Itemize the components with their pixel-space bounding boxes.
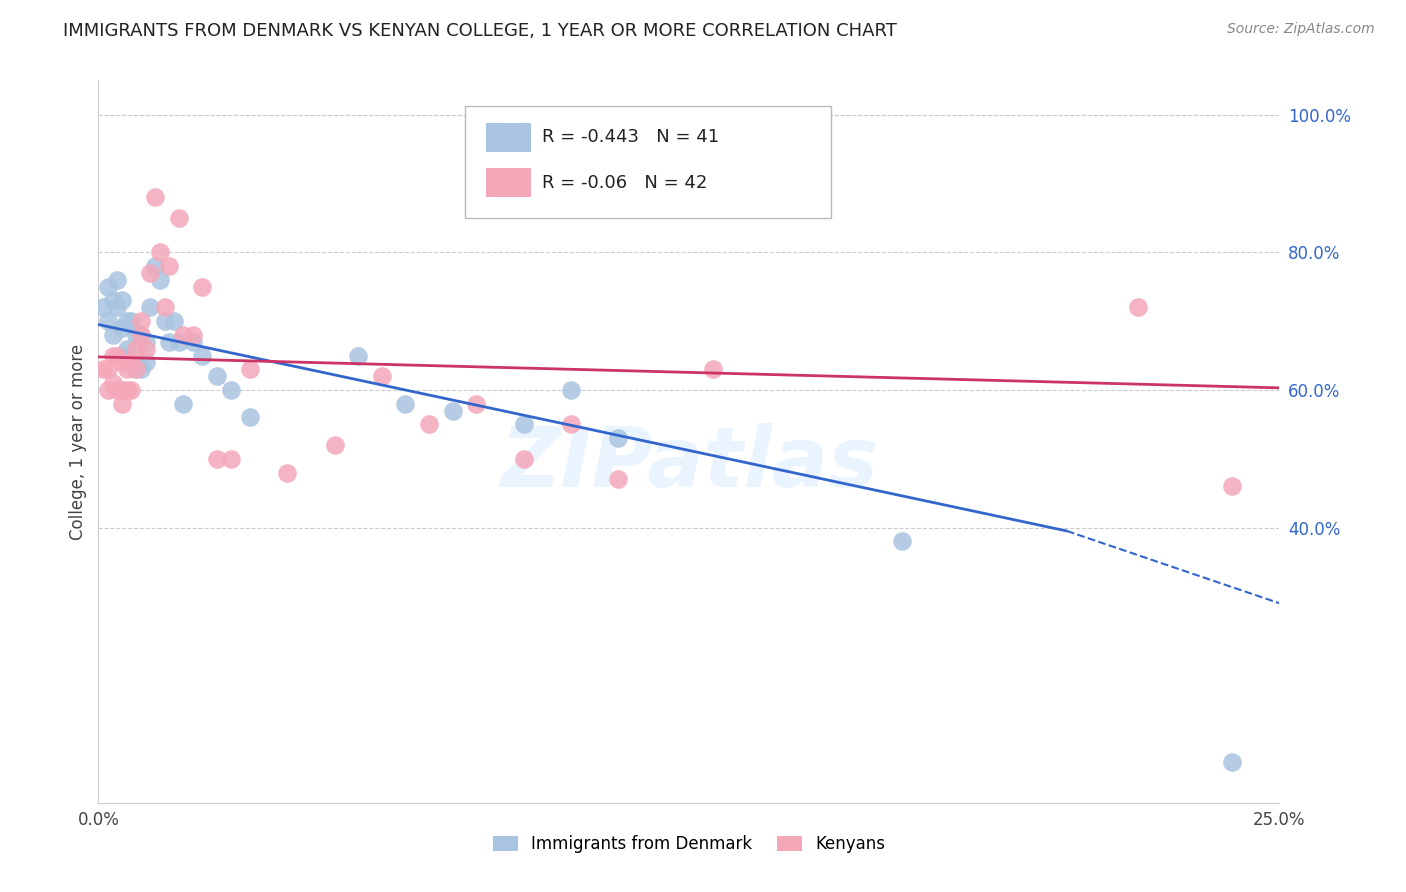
Point — [111, 349, 134, 363]
Point — [139, 301, 162, 315]
Point — [163, 314, 186, 328]
Text: R = -0.443   N = 41: R = -0.443 N = 41 — [543, 128, 720, 146]
Point — [1126, 301, 1149, 315]
Point — [702, 362, 724, 376]
Point — [153, 314, 176, 328]
Point — [394, 397, 416, 411]
Point — [101, 349, 124, 363]
Point — [91, 301, 114, 315]
Point — [607, 472, 630, 486]
Point — [97, 314, 120, 328]
Point — [172, 397, 194, 411]
FancyBboxPatch shape — [464, 105, 831, 218]
Legend: Immigrants from Denmark, Kenyans: Immigrants from Denmark, Kenyans — [486, 828, 891, 860]
Point — [139, 266, 162, 280]
Point — [97, 383, 120, 397]
Point — [105, 349, 128, 363]
Point — [143, 259, 166, 273]
Point — [101, 293, 124, 308]
Point — [191, 279, 214, 293]
Point — [91, 362, 114, 376]
Point — [115, 362, 138, 376]
Point — [101, 327, 124, 342]
Point — [205, 369, 228, 384]
Point — [149, 245, 172, 260]
Point — [129, 362, 152, 376]
Point — [97, 279, 120, 293]
Point — [105, 273, 128, 287]
Point — [135, 334, 157, 349]
Point — [111, 383, 134, 397]
Point — [465, 397, 488, 411]
Point — [239, 410, 262, 425]
Point — [135, 355, 157, 369]
Point — [105, 301, 128, 315]
Point — [111, 293, 134, 308]
Point — [441, 403, 464, 417]
FancyBboxPatch shape — [486, 169, 530, 197]
Point — [371, 369, 394, 384]
Point — [276, 466, 298, 480]
Point — [323, 438, 346, 452]
Point — [125, 327, 148, 342]
Point — [121, 314, 143, 328]
FancyBboxPatch shape — [486, 123, 530, 152]
Text: ZIPatlas: ZIPatlas — [501, 423, 877, 504]
Point — [560, 383, 582, 397]
Point — [149, 273, 172, 287]
Point — [125, 362, 148, 376]
Point — [205, 451, 228, 466]
Point — [129, 327, 152, 342]
Point — [111, 355, 134, 369]
Point — [125, 362, 148, 376]
Point — [512, 417, 534, 432]
Point — [129, 327, 152, 342]
Point — [239, 362, 262, 376]
Point — [105, 383, 128, 397]
Point — [121, 383, 143, 397]
Point — [157, 259, 180, 273]
Point — [115, 342, 138, 356]
Point — [1220, 755, 1243, 769]
Point — [135, 342, 157, 356]
Point — [172, 327, 194, 342]
Text: Source: ZipAtlas.com: Source: ZipAtlas.com — [1227, 22, 1375, 37]
Point — [97, 362, 120, 376]
Point — [219, 383, 242, 397]
Text: IMMIGRANTS FROM DENMARK VS KENYAN COLLEGE, 1 YEAR OR MORE CORRELATION CHART: IMMIGRANTS FROM DENMARK VS KENYAN COLLEG… — [63, 22, 897, 40]
Point — [129, 314, 152, 328]
Text: R = -0.06   N = 42: R = -0.06 N = 42 — [543, 174, 707, 192]
Point — [418, 417, 440, 432]
Y-axis label: College, 1 year or more: College, 1 year or more — [69, 343, 87, 540]
Point — [181, 327, 204, 342]
Point — [512, 451, 534, 466]
Point — [121, 355, 143, 369]
Point — [101, 376, 124, 390]
Point — [167, 334, 190, 349]
Point — [181, 334, 204, 349]
Point — [121, 355, 143, 369]
Point — [111, 397, 134, 411]
Point — [219, 451, 242, 466]
Point — [167, 211, 190, 225]
Point — [115, 314, 138, 328]
Point — [115, 383, 138, 397]
Point — [560, 417, 582, 432]
Point — [347, 349, 370, 363]
Point — [1220, 479, 1243, 493]
Point — [143, 190, 166, 204]
Point — [191, 349, 214, 363]
Point — [153, 301, 176, 315]
Point — [890, 534, 912, 549]
Point — [607, 431, 630, 445]
Point — [157, 334, 180, 349]
Point — [111, 321, 134, 335]
Point — [125, 342, 148, 356]
